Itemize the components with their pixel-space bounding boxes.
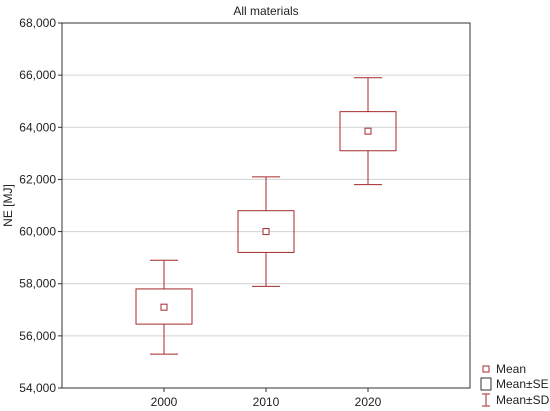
legend-mean-marker-icon [482, 365, 490, 373]
y-tick-label: 58,000 [19, 277, 56, 291]
mean-marker [364, 127, 372, 135]
mean-marker [262, 228, 270, 236]
chart-title: All materials [233, 4, 298, 18]
y-tick-label: 66,000 [19, 68, 56, 82]
legend-label: Mean±SE [496, 377, 549, 391]
legend-label: Mean±SD [496, 393, 550, 407]
legend-item-se-box: Mean±SE [480, 377, 549, 391]
plot-marks [135, 77, 397, 355]
se-box [135, 288, 193, 325]
legend-item-sd-whisker: Mean±SD [482, 393, 550, 407]
y-tick-label: 56,000 [19, 329, 56, 343]
y-tick-label: 54,000 [19, 381, 56, 395]
y-tick-label: 68,000 [19, 16, 56, 30]
x-tick-label: 2020 [355, 395, 382, 409]
se-box [339, 111, 397, 152]
axes: 54,000 56,000 58,000 60,000 62,000 64,000 66,0… [19, 16, 381, 409]
legend-label: Mean [496, 362, 526, 376]
legend-se-box-icon [480, 377, 492, 391]
mean-marker [160, 303, 168, 311]
x-tick-label: 2000 [151, 395, 178, 409]
legend-item-mean-marker: Mean [482, 362, 526, 376]
x-tick-label: 2010 [253, 395, 280, 409]
box-group-2000 [135, 259, 193, 355]
y-tick-label: 64,000 [19, 120, 56, 134]
y-tick-label: 62,000 [19, 172, 56, 186]
y-tick-label: 60,000 [19, 225, 56, 239]
box-group-2020 [339, 77, 397, 186]
y-axis-title: NE [MJ] [1, 184, 15, 227]
se-box [237, 210, 295, 253]
box-group-2010 [237, 176, 295, 287]
